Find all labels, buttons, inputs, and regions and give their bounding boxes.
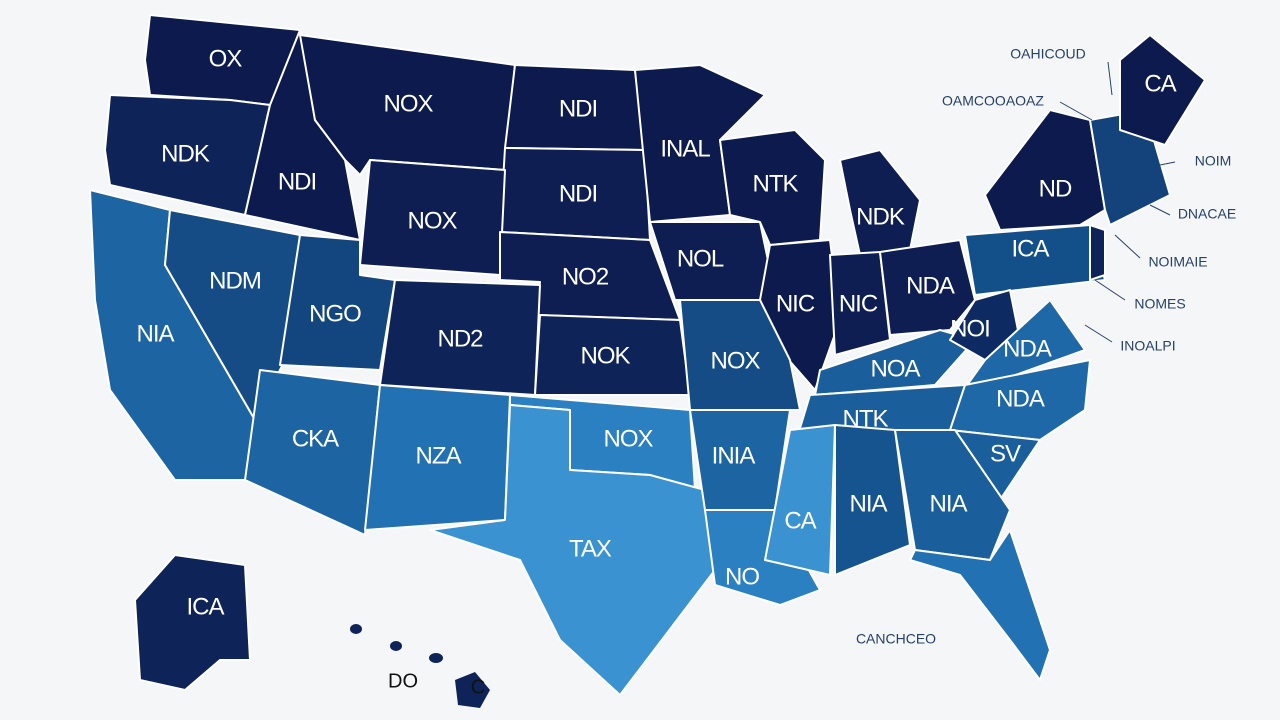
state	[679, 299, 801, 411]
state-label: ICA	[1011, 235, 1049, 262]
state	[244, 369, 381, 536]
inset-label: DO	[388, 670, 418, 692]
state-label: ND2	[437, 325, 483, 352]
state-label: NOX	[710, 347, 760, 374]
island	[429, 653, 443, 663]
state	[1119, 34, 1206, 146]
leader-line	[1107, 61, 1113, 96]
state	[814, 329, 976, 396]
callout-label: NOMES	[1134, 296, 1185, 312]
state-label: NTK	[843, 405, 889, 432]
state-label: TAX	[569, 535, 612, 562]
labels: OX NDK NDI NOX NDI NDI NOX NO2 INAL NOL NTK NDK NIC N…	[136, 45, 1236, 698]
state-label: NOX	[407, 207, 457, 234]
state-label: NIA	[929, 490, 967, 517]
state-label: NGO	[309, 300, 361, 327]
state-label: CA	[1144, 70, 1176, 97]
state-label: INIA	[712, 442, 756, 469]
state	[764, 424, 836, 576]
leader-line	[1159, 161, 1176, 166]
state-label: NOK	[580, 342, 630, 369]
state-label: NDA	[1003, 335, 1052, 362]
callout-label: OAMCOOAOAZ	[942, 93, 1044, 109]
state	[834, 424, 911, 576]
state	[964, 224, 1106, 296]
callout-label: NOIMAIE	[1148, 254, 1207, 270]
state	[949, 359, 1091, 441]
island	[390, 641, 402, 651]
state	[909, 529, 1051, 681]
island	[455, 672, 490, 708]
state-label: NOI	[950, 315, 990, 342]
state	[879, 239, 976, 336]
leader-line	[1084, 324, 1113, 343]
state	[134, 554, 251, 691]
state-label: NOX	[603, 425, 653, 452]
state-label: NIA	[136, 320, 174, 347]
state-label: NDI	[559, 180, 597, 207]
state	[984, 109, 1106, 231]
callout-label: CANCHCEO	[856, 631, 936, 647]
states	[89, 14, 1206, 696]
state-label: NO2	[562, 263, 609, 290]
state	[1089, 224, 1106, 281]
state-label: NIC	[839, 290, 878, 317]
leader-line	[1094, 279, 1126, 301]
leader-line	[1059, 101, 1093, 121]
callout-label: INOALPI	[1120, 338, 1175, 354]
island	[350, 624, 362, 634]
state-label: NOA	[870, 355, 920, 382]
state-label: NDI	[559, 95, 597, 122]
state-label: ND	[1039, 175, 1072, 202]
callout-label: OAHICOUD	[1010, 46, 1085, 62]
state-label: INAL	[660, 135, 710, 162]
state-label: ICA	[186, 593, 224, 620]
leader-line	[1114, 234, 1141, 259]
state-label: CKA	[292, 425, 339, 452]
state	[894, 429, 1011, 561]
callout-label: NOIM	[1195, 153, 1232, 169]
state-label: NTK	[753, 170, 799, 197]
callout-label: DNACAE	[1178, 206, 1236, 222]
state-label: NZA	[416, 442, 462, 469]
state-label: CA	[784, 507, 816, 534]
state-label: NDK	[856, 203, 905, 230]
state	[429, 404, 716, 696]
state	[704, 509, 821, 606]
state-label: NOL	[677, 245, 724, 272]
state-label: OX	[209, 45, 243, 72]
state-label: SV	[990, 440, 1021, 467]
state-label: NOX	[383, 90, 433, 117]
state-label: NDA	[996, 385, 1045, 412]
state-label: NO	[725, 563, 759, 590]
state-label: NDK	[161, 140, 210, 167]
state	[829, 251, 891, 356]
inset-label: C	[471, 676, 485, 698]
leader-line	[1149, 204, 1171, 216]
state-label: NIC	[776, 290, 815, 317]
hawaii-islands	[350, 624, 490, 708]
state-label: NIA	[849, 490, 887, 517]
state-label: NDA	[906, 272, 955, 299]
state-label: NDI	[278, 168, 316, 195]
state-label: NDM	[209, 267, 261, 294]
